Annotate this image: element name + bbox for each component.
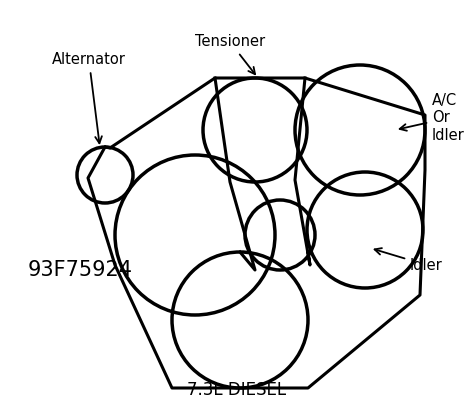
Text: A/C
Or
Idler: A/C Or Idler [400, 93, 465, 143]
Text: Tensioner: Tensioner [195, 35, 265, 74]
Text: 93F75924: 93F75924 [28, 260, 133, 280]
Text: Idler: Idler [374, 248, 443, 272]
Text: 7.3L DIESEL: 7.3L DIESEL [187, 381, 287, 399]
Text: Alternator: Alternator [52, 52, 126, 143]
